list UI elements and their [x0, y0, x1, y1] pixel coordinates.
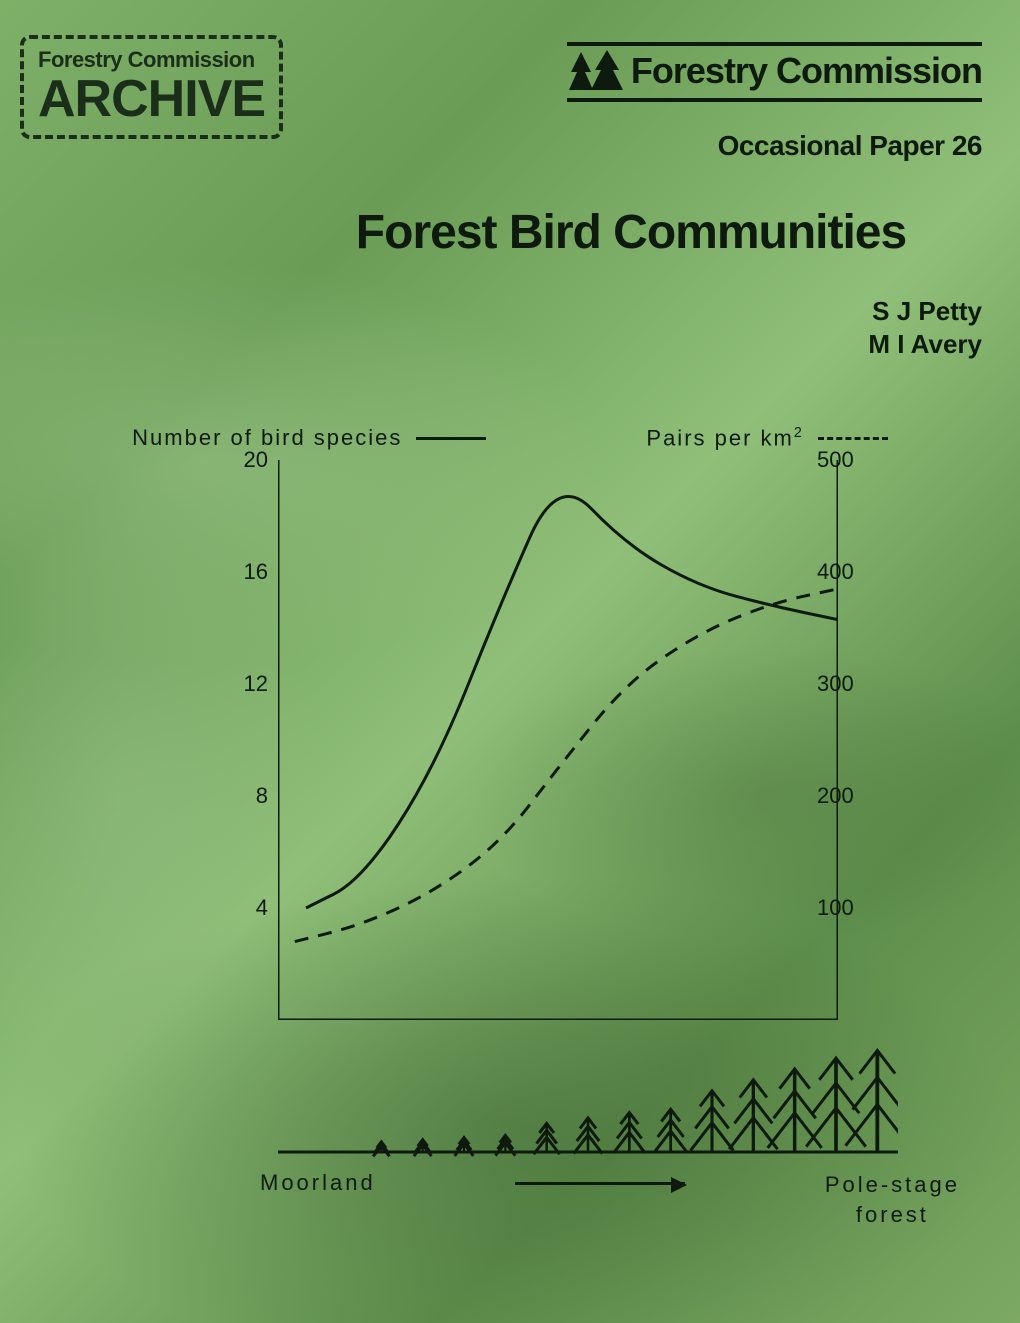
x-label-moorland: Moorland: [260, 1170, 376, 1196]
y-left-axis-labels: 20 16 12 8 4: [228, 460, 268, 1020]
ytick-l-4: 4: [228, 895, 268, 921]
header-block: Forestry Commission Occasional Paper 26: [567, 42, 982, 162]
ytick-l-8: 8: [228, 783, 268, 809]
x-axis-labels: Moorland Pole-stage forest: [260, 1170, 960, 1229]
legend-species: Number of bird species: [132, 425, 486, 451]
chart-plot-svg: [278, 460, 838, 1020]
legend-pairs-label: Pairs per km2: [646, 425, 803, 451]
x-label-polestage: Pole-stage forest: [825, 1170, 960, 1229]
x-label-polestage-1: Pole-stage: [825, 1170, 960, 1200]
archive-word: ARCHIVE: [38, 73, 265, 125]
archive-stamp: Forestry Commission ARCHIVE: [20, 35, 283, 139]
ytick-l-16: 16: [228, 559, 268, 585]
author-1: S J Petty: [868, 295, 982, 328]
legend-solid-line-icon: [416, 437, 486, 440]
chart-area: 20 16 12 8 4 500 400 300 200 100: [240, 460, 860, 1020]
series-label: Occasional Paper 26: [567, 130, 982, 162]
legend-pairs-sup: 2: [794, 425, 804, 441]
ytick-l-12: 12: [228, 671, 268, 697]
forestry-commission-logo-line: Forestry Commission: [567, 42, 982, 102]
legend-dashed-line-icon: [818, 437, 888, 440]
x-axis-arrow-icon: [515, 1182, 685, 1185]
x-label-polestage-2: forest: [825, 1200, 960, 1230]
forest-growth-silhouette: [278, 1040, 898, 1160]
author-2: M I Avery: [868, 328, 982, 361]
document-title: Forest Bird Communities: [0, 205, 982, 260]
trees-icon: [567, 50, 623, 92]
header-org-name: Forestry Commission: [631, 50, 982, 92]
ytick-l-20: 20: [228, 447, 268, 473]
authors-block: S J Petty M I Avery: [868, 295, 982, 360]
legend-pairs-prefix: Pairs per km: [646, 425, 793, 450]
